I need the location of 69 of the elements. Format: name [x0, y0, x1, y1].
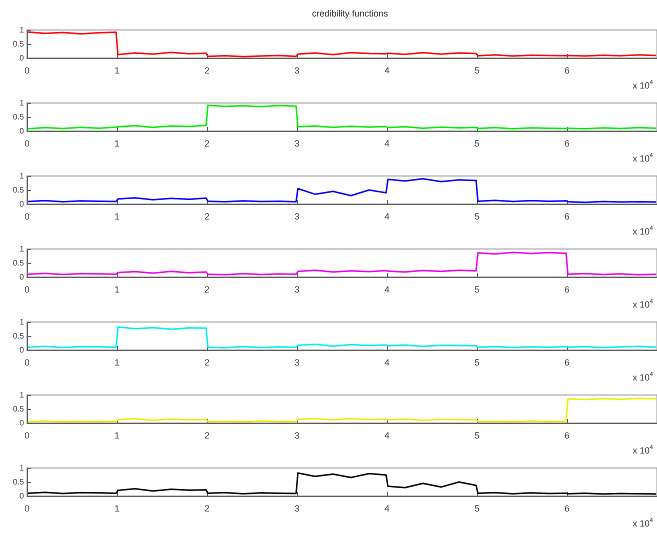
y-tick-label: 0 — [20, 272, 25, 282]
y-tick-label: 1 — [20, 244, 25, 254]
y-tick-label: 0 — [20, 492, 25, 500]
x-tick-label: 4 — [384, 358, 390, 368]
x-tick-label: 5 — [474, 212, 480, 222]
y-tick-label: 1 — [20, 98, 25, 108]
x-tick-label: 6 — [564, 66, 570, 76]
x-tick-label: 2 — [204, 284, 210, 294]
x-tick-label: 6 — [564, 212, 570, 222]
y-tick-label: 0.5 — [12, 40, 25, 48]
x-tick-label: 1 — [114, 212, 120, 222]
y-tick-label: 0.5 — [12, 404, 25, 414]
x-tick-label: 4 — [384, 138, 390, 148]
x-tick-label: 3 — [294, 66, 300, 76]
x-tick-label: 3 — [294, 358, 300, 368]
x-tick-label: 6 — [564, 284, 570, 294]
x-tick-label: 4 — [384, 66, 390, 76]
x-tick-label: 2 — [204, 430, 210, 440]
x-tick-label: 5 — [474, 138, 480, 148]
y-tick-label: 0.5 — [12, 258, 25, 268]
y-tick-label: 1 — [20, 172, 25, 180]
y-tick-label: 0 — [20, 200, 25, 208]
x-tick-label: 2 — [204, 138, 210, 148]
y-tick-label: 0.5 — [12, 112, 25, 122]
x-tick-label: 3 — [294, 504, 300, 514]
y-tick-label: 1 — [20, 26, 25, 34]
y-tick-label: 0.5 — [12, 186, 25, 194]
x-tick-label: 6 — [564, 138, 570, 148]
x-tick-label: 6 — [564, 358, 570, 368]
x-tick-label: 5 — [474, 66, 480, 76]
x-tick-label: 5 — [474, 284, 480, 294]
x-tick-label: 1 — [114, 504, 120, 514]
x-tick-label: 3 — [294, 430, 300, 440]
y-tick-label: 0.5 — [12, 478, 25, 486]
y-tick-label: 1 — [20, 390, 25, 400]
x-tick-label: 1 — [114, 358, 120, 368]
x-tick-label: 1 — [114, 66, 120, 76]
x-tick-label: 3 — [294, 212, 300, 222]
x-tick-label: 2 — [204, 358, 210, 368]
x-tick-label: 5 — [474, 504, 480, 514]
x-tick-label: 1 — [114, 138, 120, 148]
x-tick-label: 6 — [564, 504, 570, 514]
y-tick-label: 1 — [20, 318, 25, 326]
x-tick-label: 2 — [204, 66, 210, 76]
x-tick-label: 4 — [384, 284, 390, 294]
x-tick-label: 4 — [384, 212, 390, 222]
x-tick-label: 2 — [204, 504, 210, 514]
y-tick-label: 0 — [20, 126, 25, 136]
x-tick-label: 6 — [564, 430, 570, 440]
x-tick-label: 4 — [384, 504, 390, 514]
x-tick-label: 3 — [294, 284, 300, 294]
x-tick-label: 3 — [294, 138, 300, 148]
y-tick-label: 0 — [20, 346, 25, 354]
line-series — [27, 252, 657, 276]
x-tick-label: 5 — [474, 430, 480, 440]
y-tick-label: 0 — [20, 418, 25, 428]
chart-title: credibility functions — [312, 8, 389, 18]
y-tick-label: 1 — [20, 464, 25, 472]
line-series — [27, 178, 657, 204]
x-tick-label: 2 — [204, 212, 210, 222]
x-tick-label: 5 — [474, 358, 480, 368]
line-series — [27, 104, 657, 130]
x-tick-label: 1 — [114, 284, 120, 294]
y-tick-label: 0.5 — [12, 332, 25, 340]
y-tick-label: 0 — [20, 54, 25, 62]
line-series — [27, 398, 657, 423]
line-series — [27, 31, 657, 58]
x-tick-label: 4 — [384, 430, 390, 440]
x-tick-label: 1 — [114, 430, 120, 440]
